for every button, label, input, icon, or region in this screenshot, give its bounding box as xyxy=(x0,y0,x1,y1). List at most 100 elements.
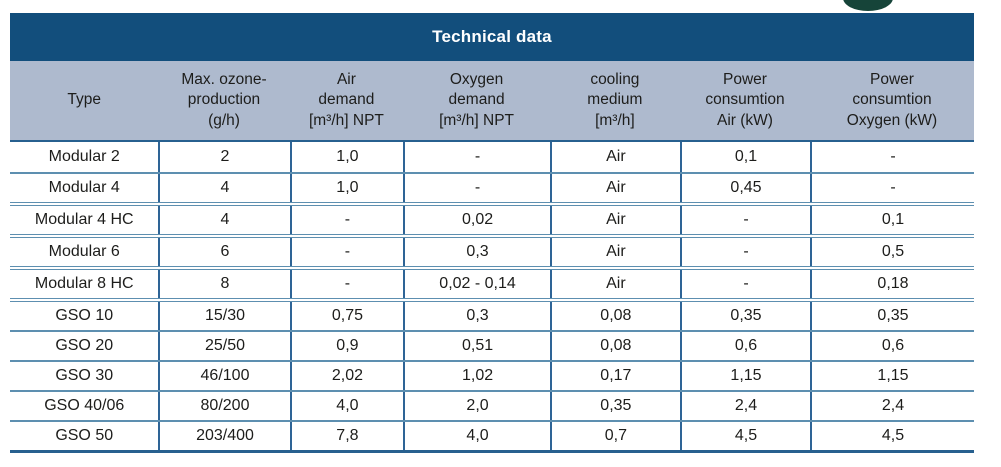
column-header-line: Max. ozone- xyxy=(181,70,267,88)
value-cell: Air xyxy=(549,238,680,266)
value-cell: 6 xyxy=(158,238,289,266)
value-cell: 0,35 xyxy=(549,392,680,420)
value-cell: 4 xyxy=(158,206,289,234)
value-cell: - xyxy=(289,238,404,266)
value-cell: 4,5 xyxy=(810,422,974,450)
value-cell: 0,45 xyxy=(679,174,810,202)
value-cell: 1,15 xyxy=(810,362,974,390)
column-header-row: Type Max. ozone-production (g/h) Air demand [… xyxy=(10,61,974,142)
table-title-bar: Technical data xyxy=(10,13,974,61)
value-cell: 1,15 xyxy=(679,362,810,390)
column-header-line: Air xyxy=(336,70,356,88)
value-cell: - xyxy=(289,206,404,234)
value-cell: 0,02 xyxy=(403,206,550,234)
value-cell: 4,0 xyxy=(403,422,550,450)
column-header-line: Oxygen xyxy=(449,70,504,88)
column-header-line: Power xyxy=(870,70,914,88)
column-header-line: demand xyxy=(318,91,375,109)
value-cell: - xyxy=(810,142,974,172)
value-cell: Air xyxy=(549,174,680,202)
column-header: Power consumtion Oxygen (kW) xyxy=(810,70,974,131)
value-cell: 2,02 xyxy=(289,362,404,390)
value-cell: Air xyxy=(549,270,680,298)
column-header-line: Oxygen (kW) xyxy=(846,111,938,129)
value-cell: 2 xyxy=(158,142,289,172)
value-cell: 80/200 xyxy=(158,392,289,420)
value-cell: 4 xyxy=(158,174,289,202)
cropped-green-logo-fragment xyxy=(843,0,893,11)
column-header-line: [m³/h] xyxy=(595,111,635,129)
value-cell: 2,4 xyxy=(679,392,810,420)
value-cell: Air xyxy=(549,142,680,172)
value-cell: 0,18 xyxy=(810,270,974,298)
value-cell: 0,02 - 0,14 xyxy=(403,270,550,298)
value-cell: 0,3 xyxy=(403,238,550,266)
value-cell: 25/50 xyxy=(158,332,289,360)
type-cell: Modular 6 xyxy=(48,243,120,260)
column-header-line: medium xyxy=(587,91,643,109)
value-cell: 0,08 xyxy=(549,302,680,330)
value-cell: 0,35 xyxy=(810,302,974,330)
column-header-line: Air (kW) xyxy=(717,111,773,129)
value-cell: 0,6 xyxy=(679,332,810,360)
type-cell: GSO 40/06 xyxy=(44,397,125,414)
column-header: Oxygen demand [m³/h] NPT xyxy=(403,70,550,131)
value-cell: - xyxy=(403,142,550,172)
value-cell: - xyxy=(289,270,404,298)
table-row: Modular 8 HC 8-0,02 - 0,14 Air -0,18 xyxy=(10,270,974,302)
value-cell: 8 xyxy=(158,270,289,298)
type-cell: GSO 20 xyxy=(55,337,114,354)
table-row: GSO 20 25/50 0,9 0,51 0,08 0,6 0,6 xyxy=(10,332,974,362)
column-header-line: [m³/h] NPT xyxy=(308,111,384,129)
column-header-line: [m³/h] NPT xyxy=(439,111,515,129)
value-cell: 1,0 xyxy=(289,142,404,172)
value-cell: 1,02 xyxy=(403,362,550,390)
column-header: cooling medium [m³/h] xyxy=(550,70,680,131)
value-cell: 7,8 xyxy=(289,422,404,450)
value-cell: 0,51 xyxy=(403,332,550,360)
table-row: GSO 40/06 80/200 4,0 2,0 0,35 2,4 2,4 xyxy=(10,392,974,422)
table-row: Modular 6 6-0,3 Air -0,5 xyxy=(10,238,974,270)
column-header: Air demand [m³/h] NPT xyxy=(290,70,404,131)
value-cell: 2,4 xyxy=(810,392,974,420)
column-header: Max. ozone-production (g/h) xyxy=(158,70,289,131)
table-row: Modular 4 HC 4-0,02 Air -0,1 xyxy=(10,206,974,238)
table-row: GSO 50 203/400 7,8 4,0 0,7 4,5 4,5 xyxy=(10,422,974,453)
value-cell: Air xyxy=(549,206,680,234)
value-cell: 0,1 xyxy=(679,142,810,172)
table-body: Modular 2 2 1,0- Air 0,1- Modular 4 4 1,0- Air 0,… xyxy=(10,142,974,453)
table-row: Modular 2 2 1,0- Air 0,1- xyxy=(10,142,974,174)
value-cell: 0,5 xyxy=(810,238,974,266)
value-cell: 0,6 xyxy=(810,332,974,360)
value-cell: 0,17 xyxy=(549,362,680,390)
value-cell: 4,5 xyxy=(679,422,810,450)
column-header-line: (g/h) xyxy=(208,111,240,129)
column-header-line: consumtion xyxy=(852,91,932,109)
type-cell: Modular 2 xyxy=(48,148,120,165)
technical-data-table: Technical data Type Max. ozone-production… xyxy=(10,13,974,453)
value-cell: 0,08 xyxy=(549,332,680,360)
table-row: GSO 10 15/30 0,75 0,3 0,08 0,35 0,35 xyxy=(10,302,974,332)
value-cell: 2,0 xyxy=(403,392,550,420)
value-cell: 4,0 xyxy=(289,392,404,420)
value-cell: 0,3 xyxy=(403,302,550,330)
column-header-line: Power xyxy=(723,70,767,88)
value-cell: 46/100 xyxy=(158,362,289,390)
type-cell: GSO 30 xyxy=(55,367,114,384)
value-cell: 0,9 xyxy=(289,332,404,360)
column-header-line: Type xyxy=(67,91,102,109)
value-cell: - xyxy=(679,238,810,266)
column-header-line: demand xyxy=(448,91,505,109)
value-cell: - xyxy=(679,206,810,234)
value-cell: 0,7 xyxy=(549,422,680,450)
column-header-line: production xyxy=(187,91,261,109)
column-header-line: consumtion xyxy=(705,91,785,109)
type-cell: Modular 4 xyxy=(48,179,120,196)
type-cell: GSO 10 xyxy=(55,307,114,324)
type-cell: Modular 4 HC xyxy=(34,211,134,228)
value-cell: - xyxy=(679,270,810,298)
column-header: Type xyxy=(10,90,158,110)
column-header-line: cooling xyxy=(590,70,640,88)
table-row: Modular 4 4 1,0- Air 0,45- xyxy=(10,174,974,206)
value-cell: 203/400 xyxy=(158,422,289,450)
